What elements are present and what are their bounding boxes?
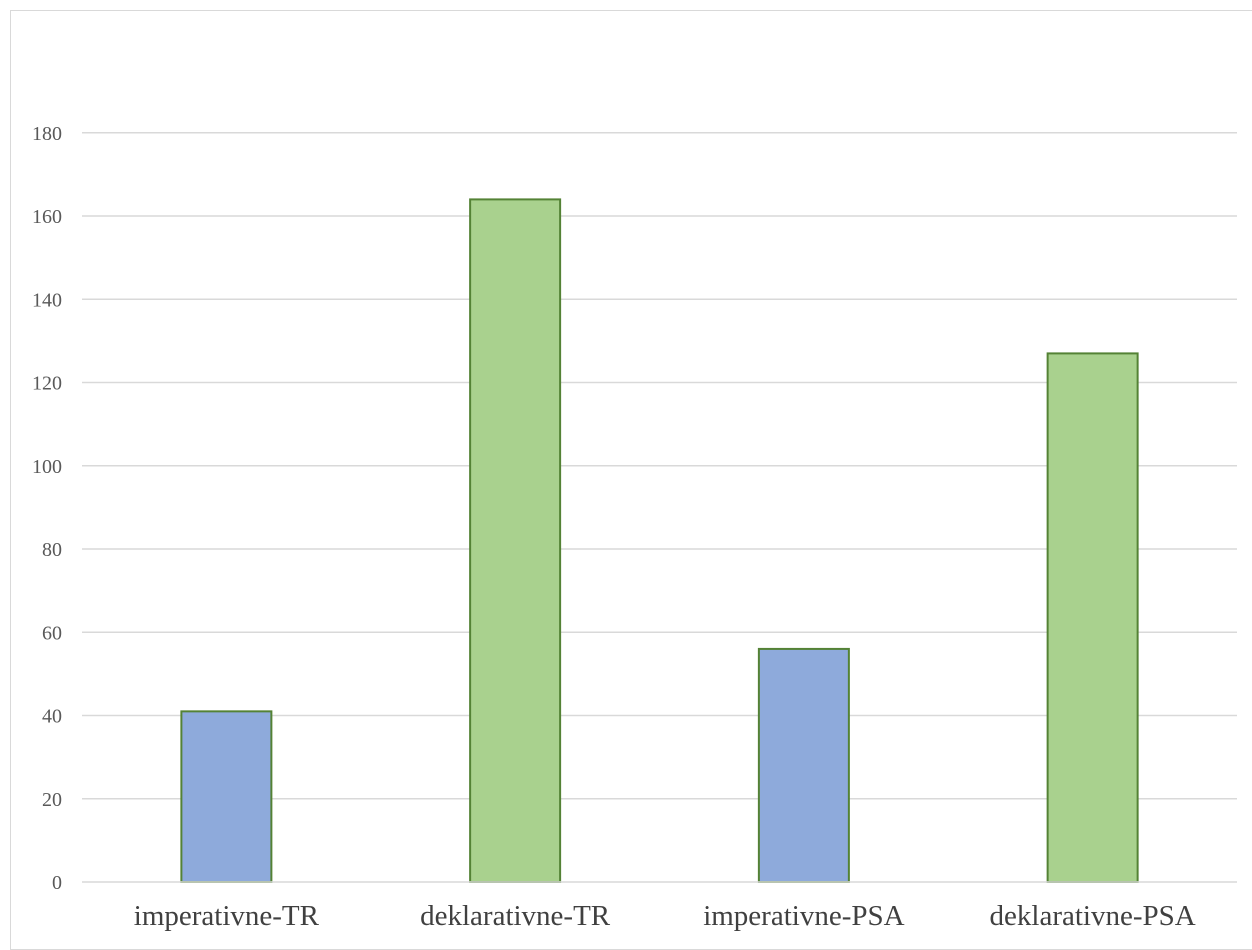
y-tick-label: 180 bbox=[32, 123, 62, 145]
bar-deklarativne-TR bbox=[469, 198, 562, 884]
x-category-label: deklarativne-PSA bbox=[990, 900, 1196, 932]
y-tick-label: 120 bbox=[32, 373, 62, 395]
y-tick-label: 160 bbox=[32, 206, 62, 228]
bar-imperativne-PSA bbox=[757, 647, 850, 884]
bar-imperativne-TR bbox=[180, 710, 273, 883]
y-axis-ticks: 0 20 40 60 80 100 120 140 160 180 bbox=[32, 123, 62, 894]
bars bbox=[180, 198, 1139, 884]
y-tick-label: 40 bbox=[42, 706, 62, 728]
y-tick-label: 20 bbox=[42, 789, 62, 811]
y-tick-label: 80 bbox=[42, 539, 62, 561]
y-tick-label: 60 bbox=[42, 622, 62, 644]
bar-deklarativne-PSA bbox=[1046, 352, 1139, 884]
x-category-label: imperativne-PSA bbox=[703, 900, 904, 932]
x-axis-categories: imperativne-TR deklarativne-TR imperativne… bbox=[134, 900, 1196, 932]
grid-lines bbox=[82, 132, 1237, 800]
x-category-label: imperativne-TR bbox=[134, 900, 320, 932]
x-category-label: deklarativne-TR bbox=[420, 900, 611, 932]
y-tick-label: 100 bbox=[32, 456, 62, 478]
y-tick-label: 140 bbox=[32, 289, 62, 311]
y-tick-label: 0 bbox=[52, 872, 62, 894]
